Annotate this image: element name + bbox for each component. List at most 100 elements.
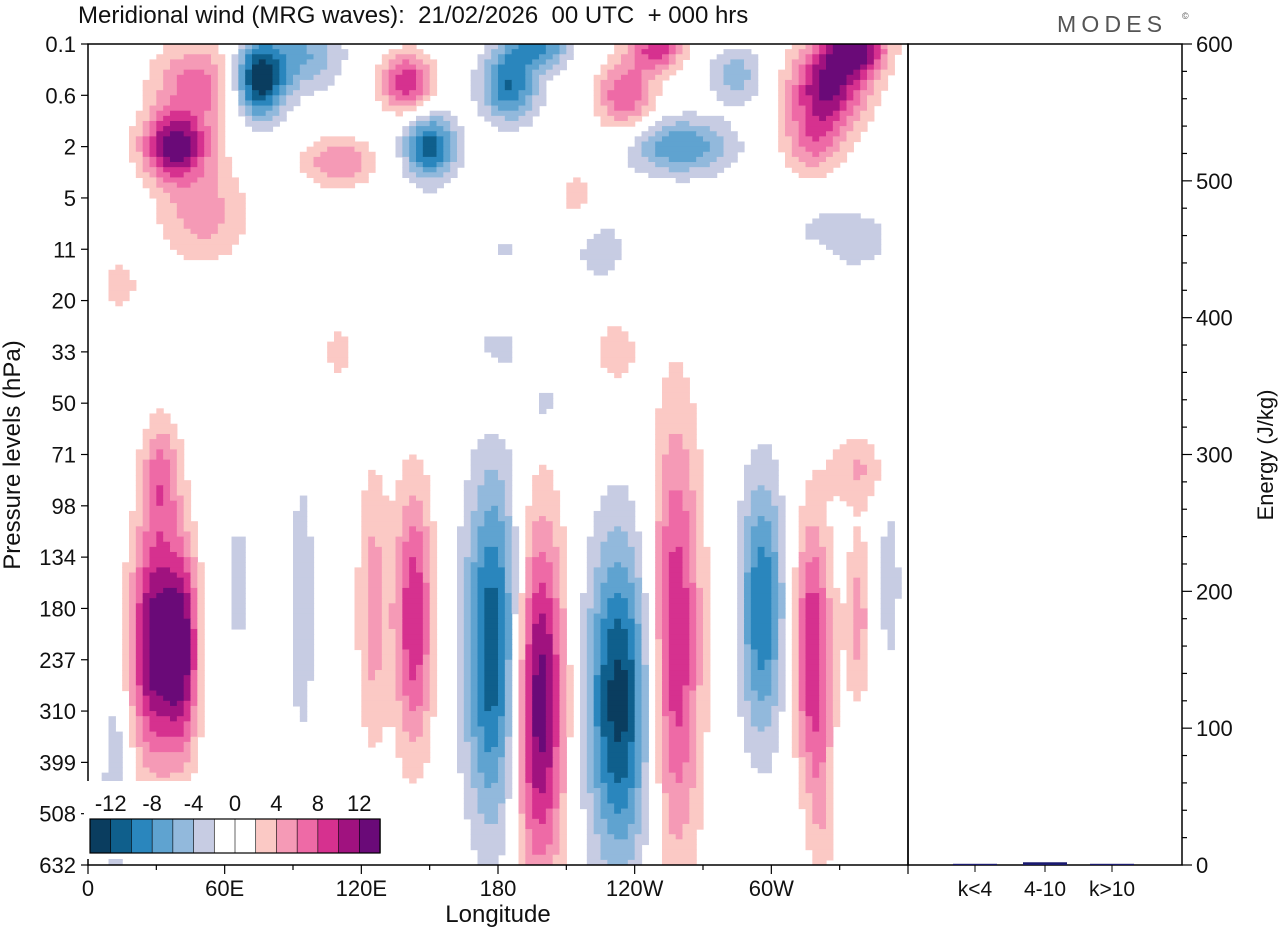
wind-cell [826,598,834,604]
wind-cell [286,85,301,91]
wind-cell [832,136,848,143]
wind-cell [791,167,834,173]
wind-cell [156,690,185,697]
wind-cell [477,618,485,625]
wind-cell [737,700,752,707]
wind-cell [580,752,588,758]
wind-cell [170,495,185,502]
wind-cell [668,746,690,753]
wind-cell [163,495,171,502]
wind-cell [176,700,185,707]
wind-cell [129,141,137,148]
wind-cell [655,444,670,450]
wind-cell [812,151,820,158]
wind-cell [463,808,479,815]
wind-cell [559,839,567,846]
wind-cell [532,772,547,779]
wind-cell [504,551,513,558]
wind-cell [457,577,465,584]
wind-cell [744,603,752,610]
wind-cell [156,531,164,538]
wind-cell [498,680,506,686]
colorbar-frame [89,818,381,854]
wind-cell [805,772,813,779]
wind-cell [156,485,164,492]
wind-cell [798,541,807,548]
wind-cell [135,695,144,702]
wind-cell [395,649,403,656]
wind-cell [703,654,711,661]
wind-cell [539,516,547,522]
wind-cell [142,546,151,553]
wind-cell [532,90,540,96]
wind-cell [409,572,424,579]
wind-cell [197,151,205,158]
wind-cell [826,659,834,666]
wind-cell [778,69,793,76]
wind-cell [703,623,711,630]
wind-cell [409,670,417,676]
wind-cell [293,74,315,81]
wind-cell [689,695,697,702]
wind-cell [607,736,615,743]
wind-cell [197,731,205,738]
wind-cell [566,187,588,194]
wind-cell [668,726,690,733]
wind-cell [696,557,711,563]
wind-cell [778,598,786,604]
wind-cell [826,546,834,553]
wind-cell [826,741,834,748]
wind-cell [586,634,595,640]
wind-cell [504,670,513,676]
pressure-tick-label: 0.1 [45,32,76,57]
wind-cell [703,680,711,686]
wind-cell [709,141,725,148]
wind-cell [668,731,690,738]
wind-cell [293,557,315,563]
wind-cell [498,654,506,661]
wind-cell [750,562,759,568]
wind-cell [381,567,397,574]
wind-cell [163,126,192,132]
wind-cell [477,110,492,117]
wind-cell [183,54,212,60]
wind-cell [511,587,520,594]
wind-cell [826,649,834,656]
wind-cell [593,110,608,117]
wind-cell [484,736,499,743]
wind-cell [771,685,779,692]
wind-cell [122,613,130,620]
wind-cell [798,85,807,91]
wind-cell [593,823,608,830]
wind-cell [873,74,882,81]
wind-cell [498,608,506,615]
wind-cell [723,74,752,81]
wind-cell [470,593,479,599]
wind-cell [805,623,820,630]
wind-cell [156,54,185,60]
wind-cell [504,557,513,563]
wind-cell [422,162,438,168]
wind-cell [176,521,185,527]
wind-cell [170,238,239,245]
wind-cell [422,700,431,707]
wind-cell [204,151,212,158]
wind-cell [231,572,246,579]
wind-cell [163,136,192,143]
wind-cell [791,100,800,107]
wind-cell [504,736,513,743]
wind-cell [149,675,185,681]
wind-cell [470,746,479,753]
wind-cell [668,439,684,445]
wind-cell [402,587,424,594]
wind-cell [498,757,506,763]
wind-cell [129,659,137,666]
wind-cell [122,680,130,686]
wind-cell [135,777,192,784]
wind-cell [361,705,403,712]
wind-cell [422,521,438,527]
wind-cell [668,362,684,368]
wind-cell [586,762,595,769]
wind-cell [416,126,444,132]
wind-cell [593,705,602,712]
